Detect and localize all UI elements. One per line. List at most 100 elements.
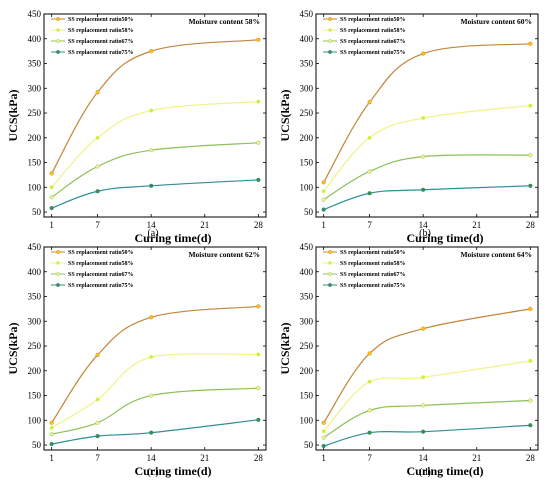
y-tick-label: 250 [28,341,42,351]
chart-panel-c: 50 100 150 200 250 300 350 400 450 1 7 14 21 28 UCS(kP… [6,242,267,478]
legend-swatch-marker [328,250,332,254]
data-point [421,187,426,192]
data-point [256,304,261,309]
data-point [49,185,54,190]
y-tick-label: 100 [28,182,42,192]
data-point [49,432,54,437]
legend-swatch-marker [56,283,60,287]
series-line-1 [51,39,259,174]
x-axis-title: Curing time(d) [407,231,484,245]
data-point [367,100,372,105]
y-tick-label: 50 [304,440,314,450]
data-point [49,171,54,176]
legend-swatch-marker [328,28,332,32]
data-point [321,443,326,449]
legend-entry: SS replacement ratio67% [340,272,406,278]
x-tick-label: 1 [49,220,54,230]
series-line-2 [51,353,259,429]
data-point [321,429,326,434]
y-tick-label: 200 [300,133,314,143]
plot-frame [315,246,539,451]
chart-panel-d: 50 100 150 200 250 300 350 400 450 1 7 14 21 28 UCS(kP… [278,242,539,478]
data-point [49,195,54,200]
data-point [528,306,533,311]
data-point [528,398,533,403]
data-point [321,189,326,194]
data-point [421,51,426,56]
data-point [367,169,372,174]
legend-entry: SS replacement ratio58% [340,28,406,34]
data-point [421,154,426,159]
series-line-4 [323,185,531,211]
data-point [49,425,54,430]
y-tick-label: 350 [300,292,314,302]
legend-swatch-marker [56,17,60,21]
y-tick-label: 200 [28,366,42,376]
y-tick-label: 100 [300,182,314,192]
data-point [528,423,533,428]
data-point [95,189,100,194]
data-point [321,197,326,202]
data-point [256,177,261,182]
x-tick-label: 7 [95,453,100,463]
legend-swatch-marker [328,283,332,287]
x-tick-label: 28 [254,453,264,463]
y-tick-label: 300 [300,316,314,326]
series-line-2 [323,105,531,192]
series-line-1 [323,43,531,183]
legend-entry: SS replacement ratio75% [340,283,406,289]
legend-swatch-marker [56,272,60,276]
x-tick-label: 21 [200,453,209,463]
y-tick-label: 200 [28,133,42,143]
series-line-1 [51,305,259,424]
x-tick-label: 1 [321,220,326,230]
panel-caption: (a) [147,228,158,239]
data-point [256,386,261,391]
legend-entry: SS replacement ratio50% [68,17,134,23]
data-point [367,135,372,140]
series-line-3 [323,154,531,201]
data-point [321,420,326,425]
x-axis-title: Curing time(d) [135,231,212,245]
legend-swatch-marker [56,28,60,32]
series-line-4 [323,424,531,447]
legend-swatch-marker [328,39,332,43]
x-tick-label: 14 [147,453,157,463]
data-point [149,49,154,54]
y-tick-label: 300 [300,83,314,93]
legend-entry: SS replacement ratio58% [68,261,134,267]
series-line-2 [51,101,259,188]
y-tick-label: 250 [300,341,314,351]
y-axis-title: UCS(kPa) [6,322,20,374]
y-tick-label: 450 [28,9,42,19]
moisture-annotation: Moisture content 62% [188,250,260,259]
legend-entry: SS replacement ratio67% [68,39,134,45]
data-point [149,393,154,398]
legend-entry: SS replacement ratio67% [340,39,406,45]
data-point [95,135,100,140]
x-tick-label: 7 [367,220,372,230]
legend-swatch-marker [328,17,332,21]
data-point [149,183,154,188]
x-tick-label: 1 [49,453,54,463]
y-tick-label: 400 [300,267,314,277]
y-tick-label: 250 [300,108,314,118]
data-point [528,358,533,363]
moisture-annotation: Moisture content 60% [460,17,532,26]
plot-frame [43,13,267,218]
data-point [149,430,154,435]
data-point [49,420,54,425]
data-point [95,352,100,358]
data-point [421,115,426,121]
data-point [256,417,261,422]
legend-swatch-marker [56,50,60,54]
y-tick-label: 150 [300,158,314,168]
data-point [95,164,100,169]
chart-panel-b: 50 100 150 200 250 300 350 400 450 1 7 14 21 28 UCS(kP… [278,9,539,245]
data-point [367,408,372,413]
data-point [256,140,261,145]
y-tick-label: 450 [28,242,42,252]
data-point [528,103,533,108]
x-tick-label: 28 [254,220,264,230]
